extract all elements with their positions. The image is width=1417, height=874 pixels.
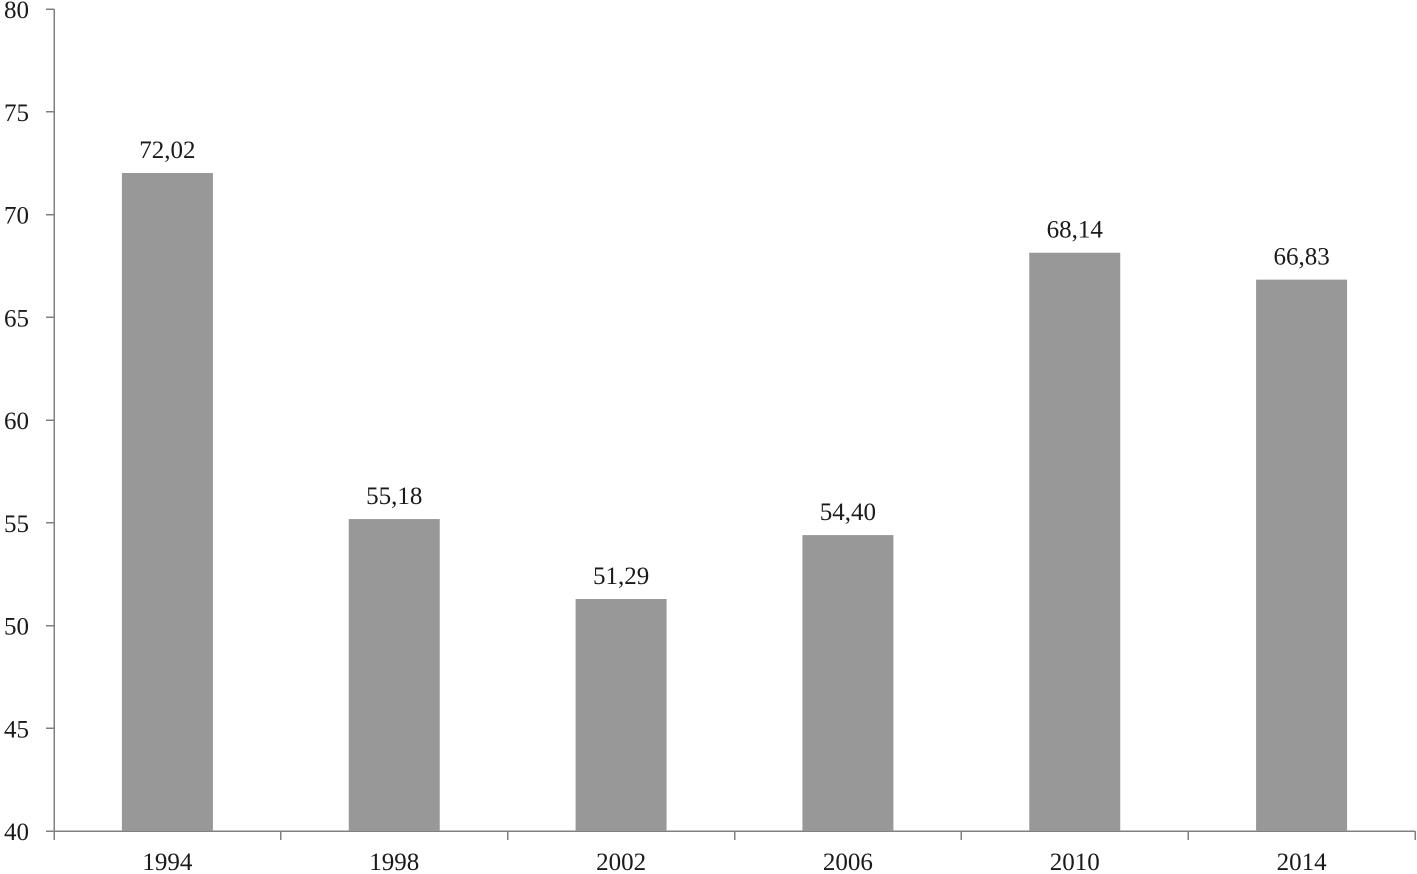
bar-2010 (1029, 252, 1121, 831)
y-tick-label: 75 (4, 100, 29, 127)
x-axis: 1994 1998 2002 2006 2010 2014 (53, 830, 1416, 874)
x-tick-label-1998: 1998 (369, 849, 419, 874)
bar-1994 (121, 172, 213, 831)
y-tick-label: 55 (4, 511, 29, 538)
bar-2002 (575, 598, 667, 831)
data-label-1998: 55,18 (366, 483, 422, 510)
x-tick-label-2002: 2002 (596, 849, 646, 874)
x-tick-label-2010: 2010 (1050, 849, 1100, 874)
y-ticks: 40 45 50 55 60 65 70 75 80 (4, 0, 54, 846)
y-tick-label: 60 (4, 408, 29, 435)
bars (121, 172, 1348, 831)
y-tick-label: 40 (4, 819, 29, 846)
x-tick-label-2006: 2006 (823, 849, 873, 874)
data-label-2014: 66,83 (1273, 244, 1329, 271)
bar-2006 (802, 535, 894, 831)
y-tick-label: 45 (4, 716, 29, 743)
y-tick-label: 65 (4, 305, 29, 332)
data-label-2010: 68,14 (1047, 217, 1104, 244)
y-axis: 40 45 50 55 60 65 70 75 80 (4, 0, 55, 846)
y-tick-label: 70 (4, 203, 29, 230)
y-tick-label: 50 (4, 614, 29, 641)
bar-2014 (1256, 279, 1348, 831)
y-tick-label: 80 (4, 0, 29, 24)
x-tick-label-1994: 1994 (142, 849, 193, 874)
bar-1998 (348, 519, 440, 831)
data-label-2002: 51,29 (593, 563, 649, 590)
data-label-1994: 72,02 (139, 137, 195, 164)
data-label-2006: 54,40 (820, 499, 876, 526)
x-ticks: 1994 1998 2002 2006 2010 2014 (53, 831, 1416, 874)
x-tick-label-2014: 2014 (1277, 849, 1328, 874)
data-labels: 72,02 55,18 51,29 54,40 68,14 66,83 (139, 137, 1329, 590)
